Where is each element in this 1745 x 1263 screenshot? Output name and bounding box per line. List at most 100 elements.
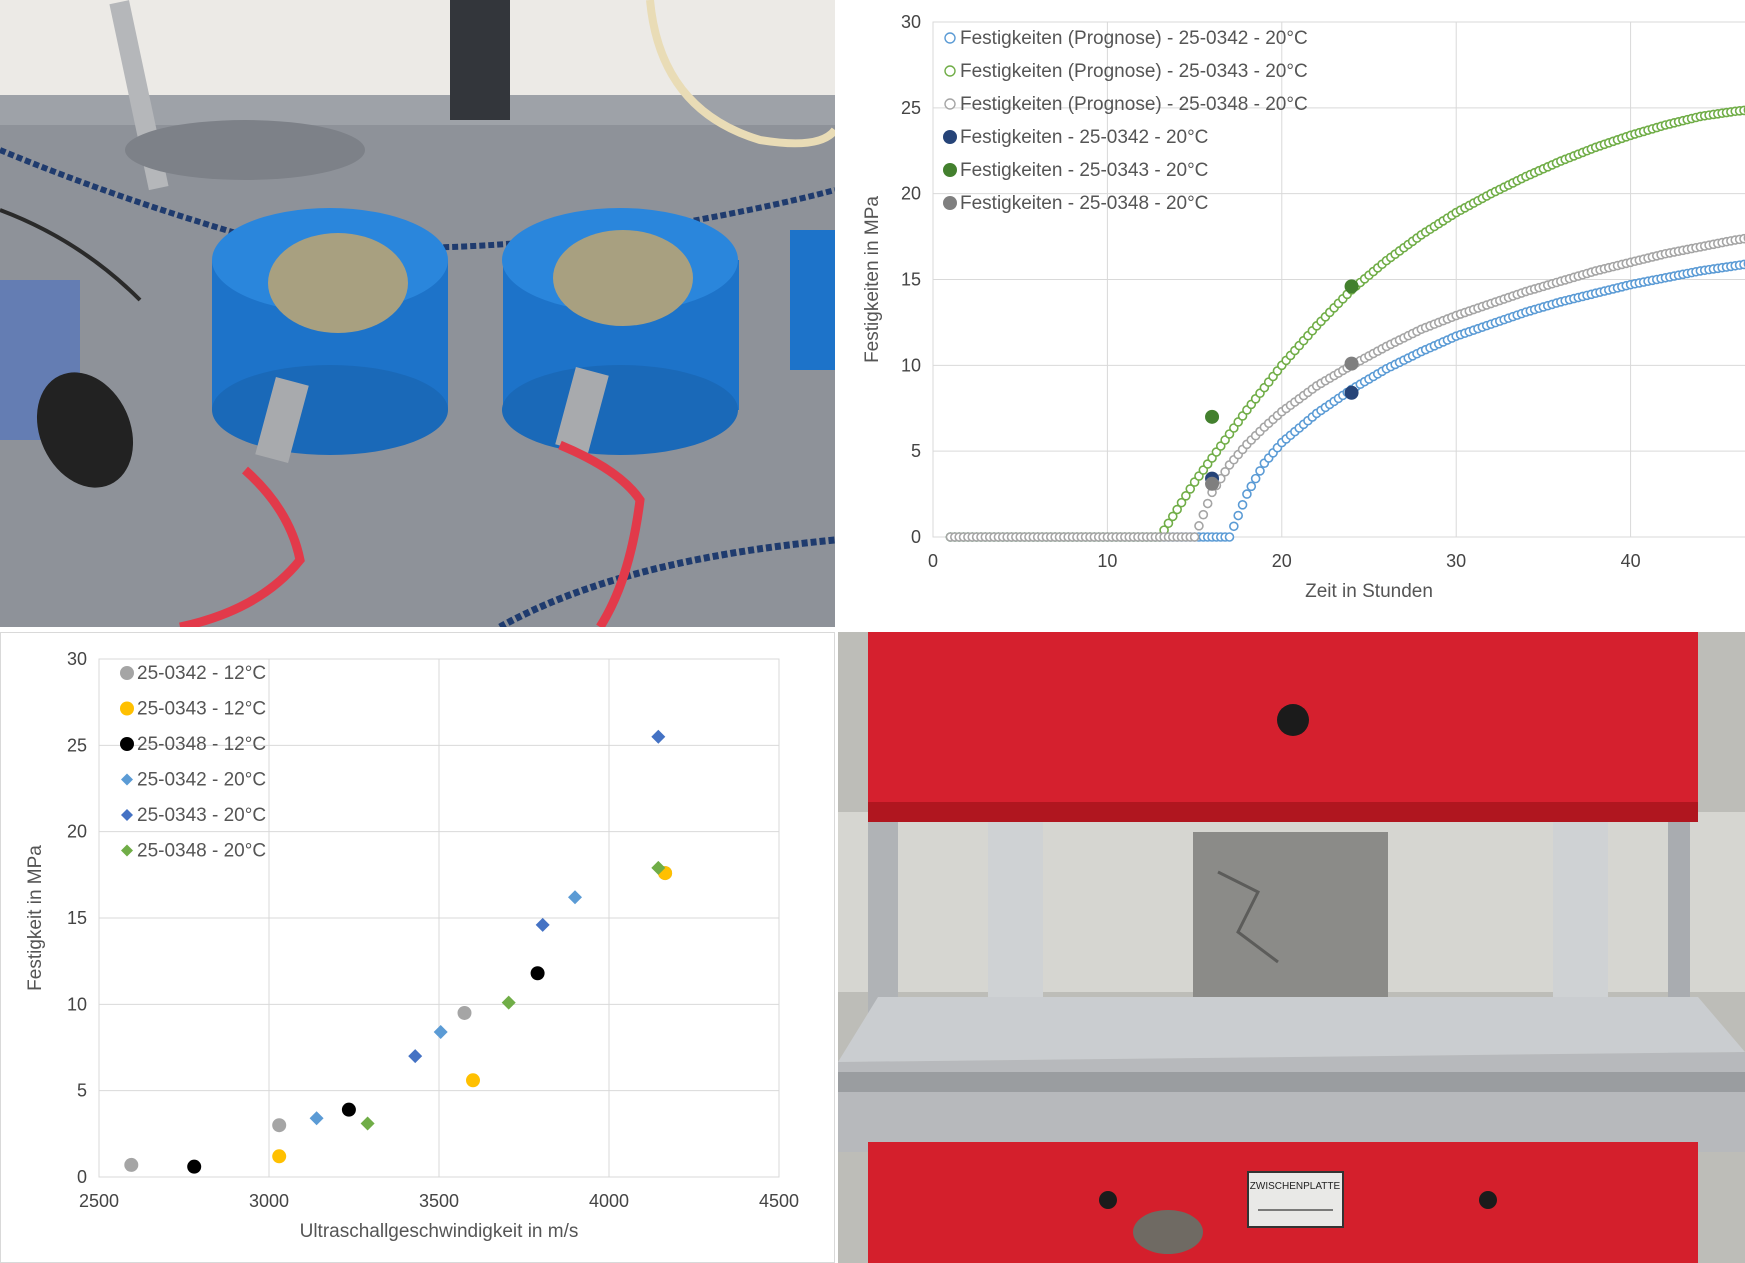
data-point [501, 995, 516, 1010]
data-point [1739, 105, 1745, 116]
data-point [1163, 518, 1174, 529]
y-tick-label: 10 [67, 994, 87, 1014]
x-tick-label: 0 [928, 551, 938, 571]
legend-label: 25-0343 - 20°C [137, 805, 266, 826]
data-point [341, 1102, 356, 1117]
compression-press-photo: ZWISCHENPLATTE [838, 632, 1745, 1263]
data-point [309, 1111, 324, 1126]
data-point [1194, 521, 1204, 531]
data-point [360, 1116, 375, 1131]
legend-marker [120, 737, 134, 751]
data-point [1198, 509, 1209, 520]
data-point [1242, 489, 1252, 499]
plate-label: ZWISCHENPLATTE [1250, 1181, 1341, 1192]
data-point [1185, 484, 1196, 494]
x-tick-label: 10 [1097, 551, 1117, 571]
series-4 [1205, 279, 1359, 424]
ultrasonic-molds-photo [0, 0, 835, 627]
data-point [1172, 504, 1182, 515]
data-point [1344, 279, 1359, 294]
y-axis-label: Festigkeit in MPa [25, 845, 46, 991]
legend-marker [943, 196, 957, 210]
legend-label: Festigkeiten - 25-0343 - 20°C [960, 160, 1208, 181]
data-point [1250, 473, 1261, 484]
legend-marker [943, 163, 957, 177]
data-point [1202, 498, 1213, 509]
x-axis-label: Zeit in Stunden [1305, 581, 1433, 602]
data-point [1205, 409, 1220, 424]
data-point [187, 1159, 202, 1174]
data-point [1229, 521, 1239, 532]
data-point [651, 860, 666, 875]
data-point [272, 1118, 287, 1133]
data-point [1167, 511, 1178, 522]
y-tick-label: 10 [901, 355, 921, 375]
y-tick-label: 0 [911, 527, 921, 547]
y-axis-label: Festigkeiten in MPa [862, 196, 883, 363]
legend-label: 25-0342 - 12°C [137, 663, 266, 684]
y-tick-label: 15 [901, 270, 921, 290]
data-point [272, 1149, 287, 1164]
strength-over-time-svg: 0510152025300102030405Zeit in StundenFes… [862, 12, 1745, 602]
legend-label: Festigkeiten - 25-0342 - 20°C [960, 127, 1208, 148]
y-tick-label: 5 [911, 441, 921, 461]
x-tick-label: 4500 [759, 1191, 799, 1211]
data-point [1246, 481, 1257, 492]
strength-vs-ultrasonic-svg: 0 5 10 15 20 25 30 2500 3000 3500 4000 4500 Ultrasch… [25, 649, 799, 1242]
x-tick-label: 4000 [589, 1191, 629, 1211]
series-0 [124, 866, 673, 1172]
data-point [1176, 497, 1187, 508]
legend-marker [121, 809, 133, 821]
y-tick-label: 0 [77, 1167, 87, 1187]
y-tick-label: 20 [67, 822, 87, 842]
data-point [466, 1073, 480, 1088]
series-1 [272, 866, 673, 1164]
legend-marker [120, 666, 134, 680]
data-point [1344, 356, 1359, 371]
y-tick-label: 30 [67, 649, 87, 669]
data-point [1220, 466, 1230, 477]
data-point [1189, 532, 1200, 542]
ultrasonic-molds-illustration [0, 0, 835, 627]
legend-marker [120, 701, 134, 716]
series-5 [360, 860, 666, 1131]
y-tick-label: 15 [67, 908, 87, 928]
data-point [1224, 532, 1235, 542]
data-point [1255, 466, 1265, 476]
legend-marker [944, 32, 956, 44]
x-tick-label: 3500 [419, 1191, 459, 1211]
data-point [408, 1049, 423, 1064]
x-axis-label: Ultraschallgeschwindigkeit in m/s [300, 1221, 579, 1242]
data-point [124, 1157, 139, 1172]
y-tick-label: 5 [77, 1081, 87, 1101]
x-tick-label: 40 [1621, 551, 1641, 571]
data-point [651, 729, 666, 744]
legend-marker [943, 130, 957, 144]
strength-vs-ultrasonic-chart: 0 5 10 15 20 25 30 2500 3000 3500 4000 4500 Ultrasch… [0, 632, 835, 1263]
y-tick-label: 25 [67, 735, 87, 755]
legend-label: Festigkeiten (Prognose) - 25-0348 - 20°C [960, 94, 1308, 115]
x-tick-label: 20 [1272, 551, 1292, 571]
y-tick-label: 20 [901, 184, 921, 204]
data-point [1181, 490, 1191, 501]
legend-marker [121, 773, 133, 786]
legend-label: 25-0348 - 12°C [137, 734, 266, 755]
legend-label: 25-0348 - 20°C [137, 841, 266, 862]
series-2 [187, 966, 545, 1174]
x-tick-label: 2500 [79, 1191, 119, 1211]
compression-press-illustration: ZWISCHENPLATTE [838, 632, 1745, 1263]
strength-over-time-chart: 0510152025300102030405Zeit in StundenFes… [838, 0, 1745, 627]
data-point [1237, 500, 1248, 510]
series-5 [1205, 356, 1359, 491]
y-tick-label: 30 [901, 12, 921, 32]
legend-label: Festigkeiten - 25-0348 - 20°C [960, 193, 1208, 214]
legend-label: 25-0343 - 12°C [137, 699, 266, 720]
series-3 [309, 890, 582, 1126]
data-point [530, 966, 545, 981]
legend-marker [944, 98, 956, 110]
data-point [1344, 385, 1359, 400]
data-point [535, 917, 550, 932]
data-point [433, 1024, 448, 1039]
data-point [457, 1005, 472, 1020]
data-point [568, 890, 582, 905]
